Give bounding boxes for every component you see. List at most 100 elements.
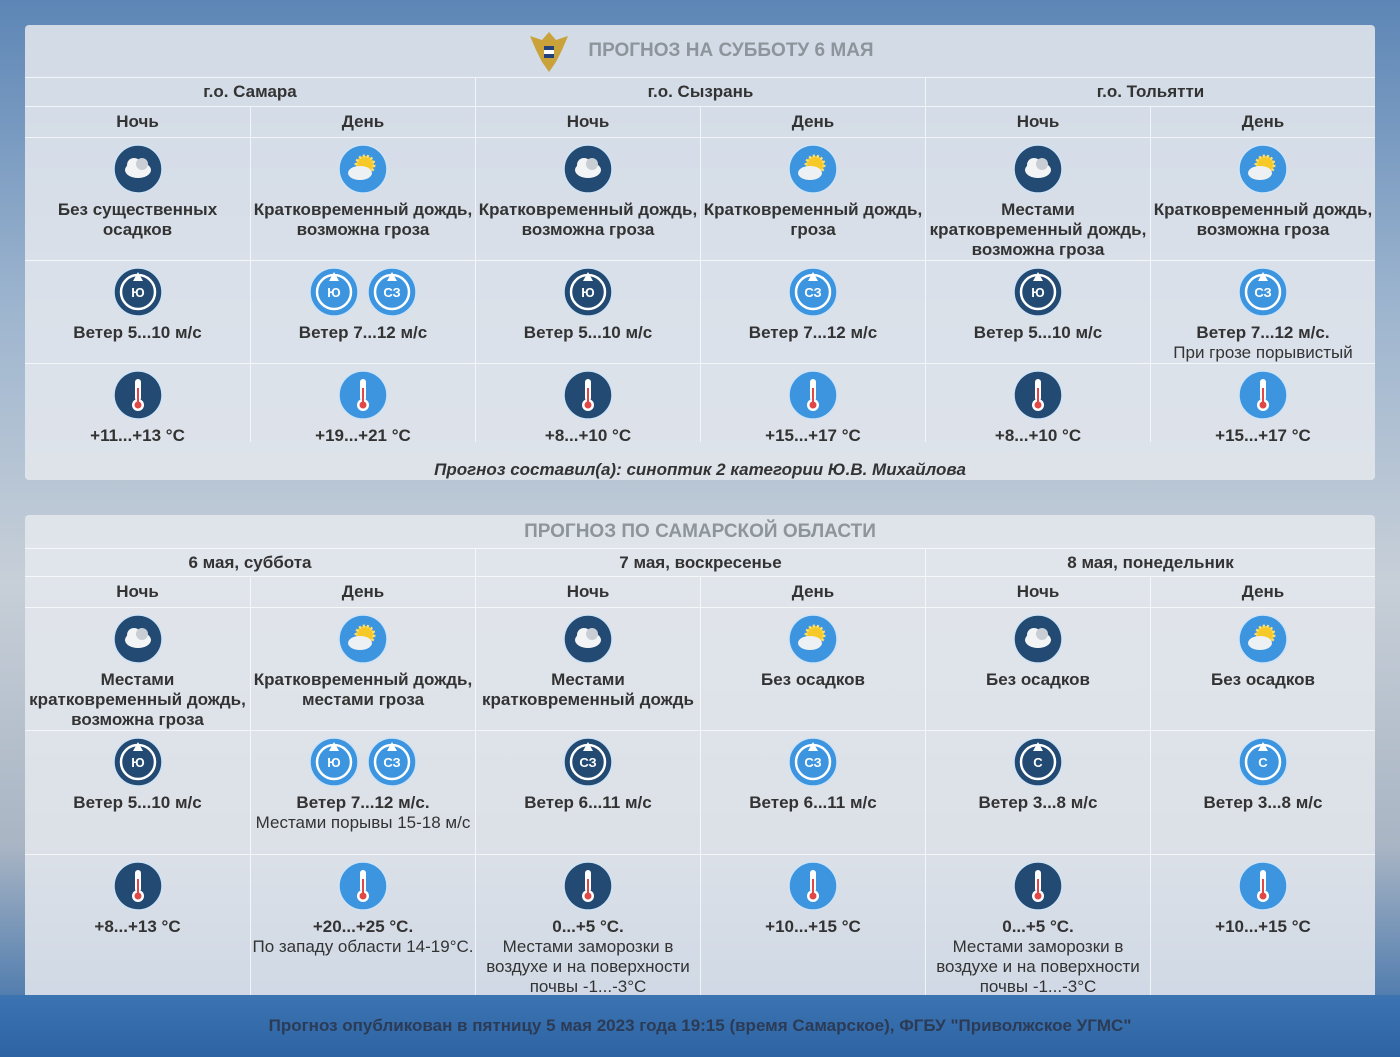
weather-icons — [701, 614, 925, 664]
weather-text: Кратковременный дождь, возможна гроза — [478, 200, 698, 239]
thermometer-icon — [563, 861, 613, 911]
weather-text: Местами кратковременный дождь, возможна … — [929, 200, 1147, 259]
wind-icon: СЗ — [788, 737, 838, 787]
wind-direction: С — [1258, 755, 1268, 770]
weather-icon — [1238, 144, 1288, 194]
weather-cell: Без осадков — [925, 608, 1150, 730]
temp-icons — [1151, 861, 1375, 911]
wind-cell: Ю СЗ Ветер 7...12 м/с. Местами порывы 15-18… — [250, 731, 475, 854]
wind-cell: СЗ Ветер 6...11 м/с — [700, 731, 925, 854]
footer: Прогноз опубликован в пятницу 5 мая 2023… — [0, 995, 1400, 1057]
period-header: День — [250, 577, 475, 607]
forecast-row: +8...+13 °C +20...+25 °C. По западу област… — [25, 854, 1375, 1000]
wind-cell: Ю Ветер 5...10 м/с — [25, 261, 250, 363]
group-header: г.о. Тольятти — [925, 78, 1375, 106]
weather-cell: Без осадков — [700, 608, 925, 730]
weather-cell: Кратковременный дождь, гроза — [700, 138, 925, 260]
wind-icon: СЗ — [563, 737, 613, 787]
wind-text: Ветер 6...11 м/с — [749, 793, 877, 812]
temp-text: 0...+5 °C. — [552, 917, 624, 936]
weather-icons — [1151, 144, 1375, 194]
group-row: 6 мая, суббота 7 мая, воскресенье 8 мая, п… — [25, 548, 1375, 576]
weather-icons — [926, 144, 1150, 194]
author: Прогноз составил(а): синоптик 2 категори… — [434, 460, 966, 479]
wind-icons: С — [1151, 737, 1375, 787]
wind-direction: Ю — [1031, 285, 1044, 300]
weather-icon — [112, 614, 163, 664]
temp-icons — [251, 370, 475, 420]
group-header: г.о. Сызрань — [475, 78, 925, 106]
temp-icons — [926, 861, 1150, 911]
wind-text: Ветер 7...12 м/с. — [296, 793, 430, 812]
wind-icon: Ю — [112, 737, 163, 787]
wind-cell: С Ветер 3...8 м/с — [925, 731, 1150, 854]
wind-icons: Ю — [25, 737, 250, 787]
forecast-row: Ночь День Ночь День Ночь День — [25, 576, 1375, 607]
wind-icon: Ю — [563, 267, 613, 317]
panel-title-text: ПРОГНОЗ НА СУББОТУ 6 МАЯ — [588, 40, 874, 61]
temp-text: +11...+13 °C — [90, 426, 185, 445]
wind-direction: С — [1033, 755, 1043, 770]
weather-icon — [563, 144, 613, 194]
thermometer-icon — [788, 370, 838, 420]
wind-direction: СЗ — [383, 285, 400, 300]
group-header: 8 мая, понедельник — [925, 549, 1375, 576]
period-header: Ночь — [475, 577, 700, 607]
forecast-row: Без существенных осадков Кратковременный … — [25, 137, 1375, 260]
wind-cell: СЗ Ветер 7...12 м/с — [700, 261, 925, 363]
weather-cell: Кратковременный дождь, возможна гроза — [1150, 138, 1375, 260]
weather-cell: Без осадков — [1150, 608, 1375, 730]
weather-text: Без существенных осадков — [57, 200, 218, 239]
weather-text: Местами кратковременный дождь — [482, 670, 694, 709]
wind-text: Ветер 7...12 м/с — [748, 323, 878, 342]
weather-cell: Кратковременный дождь, местами гроза — [250, 608, 475, 730]
wind-cell: С Ветер 3...8 м/с — [1150, 731, 1375, 854]
panel-title: ПРОГНОЗ НА СУББОТУ 6 МАЯ — [25, 25, 1375, 77]
weather-cell: Кратковременный дождь, возможна гроза — [250, 138, 475, 260]
temp-cell: +11...+13 °C — [25, 364, 250, 445]
weather-icon — [112, 144, 163, 194]
wind-icons: СЗ — [1151, 267, 1375, 317]
thermometer-icon — [112, 861, 163, 911]
temp-note: Местами заморозки в воздухе и на поверхн… — [936, 937, 1140, 996]
weather-cell: Местами кратковременный дождь — [475, 608, 700, 730]
weather-icon — [788, 144, 838, 194]
period-header: Ночь — [925, 577, 1150, 607]
wind-icons: Ю — [926, 267, 1150, 317]
wind-icon: С — [1238, 737, 1288, 787]
thermometer-icon — [788, 861, 838, 911]
wind-direction: Ю — [327, 755, 340, 770]
thermometer-icon — [1238, 861, 1288, 911]
wind-icon: Ю — [112, 267, 163, 317]
wind-text: Ветер 5...10 м/с — [973, 323, 1103, 342]
weather-icons — [25, 144, 250, 194]
wind-direction: СЗ — [804, 285, 821, 300]
weather-icons — [251, 144, 475, 194]
weather-icon — [563, 614, 613, 664]
weather-text: Без осадков — [1210, 670, 1316, 689]
wind-direction: Ю — [131, 285, 144, 300]
wind-icons: Ю — [476, 267, 700, 317]
temp-cell: +10...+15 °C — [1150, 855, 1375, 1000]
temp-text: +8...+13 °C — [94, 917, 181, 936]
wind-direction: Ю — [131, 755, 144, 770]
period-header: День — [250, 107, 475, 137]
forecast-row: +11...+13 °C +19...+21 °C +8...+10 °C +15..… — [25, 363, 1375, 445]
period-header: Ночь — [925, 107, 1150, 137]
wind-icon: С — [1013, 737, 1063, 787]
wind-icons: С — [926, 737, 1150, 787]
wind-direction: СЗ — [1254, 285, 1271, 300]
temp-cell: +8...+10 °C — [925, 364, 1150, 445]
weather-text: Кратковременный дождь, местами гроза — [253, 670, 473, 709]
temp-icons — [251, 861, 475, 911]
wind-cell: СЗ Ветер 7...12 м/с. При грозе порывистый — [1150, 261, 1375, 363]
forecast-row: Местами кратковременный дождь, возможна … — [25, 607, 1375, 730]
forecast-row: Ю Ветер 5...10 м/с Ю СЗ Ветер 7...12 м/с. Мес… — [25, 730, 1375, 854]
weather-icon — [338, 614, 388, 664]
temp-cell: 0...+5 °C. Местами заморозки в воздухе и … — [475, 855, 700, 1000]
wind-cell: СЗ Ветер 6...11 м/с — [475, 731, 700, 854]
temp-text: +19...+21 °C — [315, 426, 411, 445]
weather-cell: Кратковременный дождь, возможна гроза — [475, 138, 700, 260]
thermometer-icon — [1238, 370, 1288, 420]
temp-text: +10...+15 °C — [1215, 917, 1311, 936]
